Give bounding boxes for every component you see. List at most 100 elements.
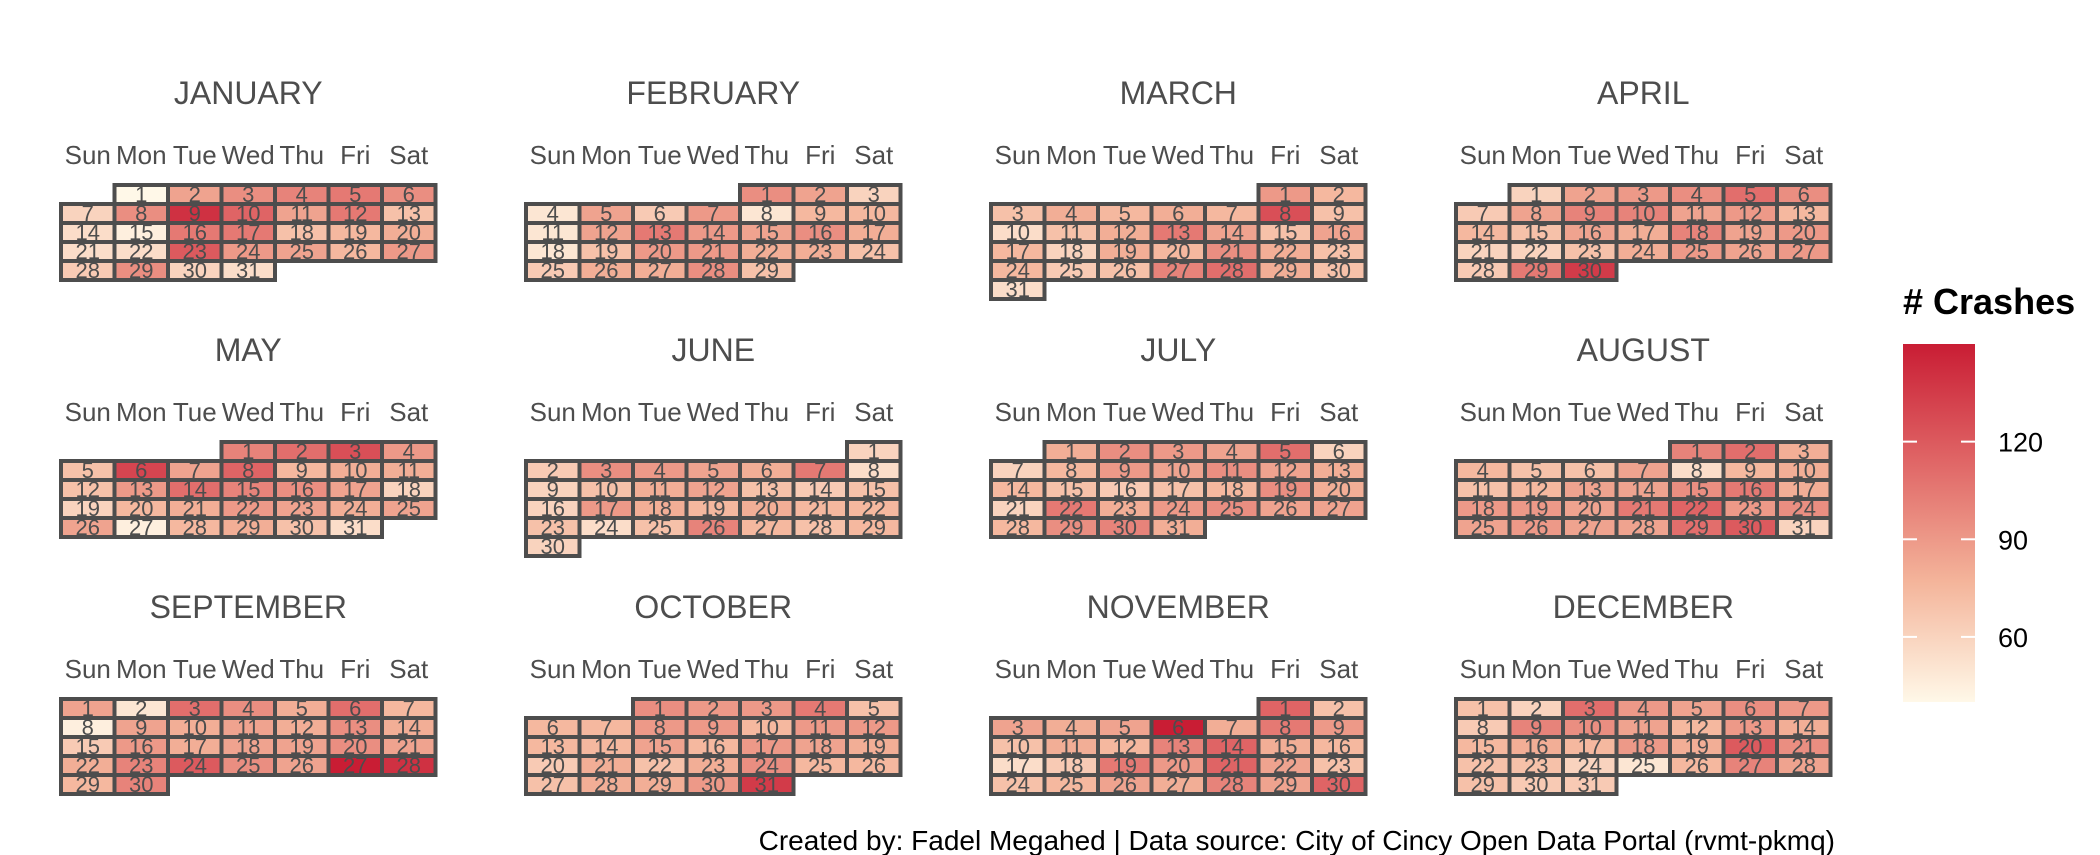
day-number: 25 [648,515,672,540]
day-number: 27 [648,258,672,283]
weekday-label: Mon [116,397,167,427]
day-number: 9 [1744,458,1756,483]
day-cell [112,773,170,796]
day-number: 6 [349,696,361,721]
day-number: 25 [1059,258,1083,283]
day-number: 11 [1632,715,1655,740]
weekday-label: Wed [1617,397,1670,427]
weekday-label: Mon [581,140,632,170]
weekday-label: Sat [389,397,429,427]
day-number: 26 [343,239,367,264]
day-number: 9 [1530,715,1542,740]
legend-title: # Crashes [1903,281,2075,322]
month-title: DECEMBER [1553,589,1734,625]
weekday-label: Sun [65,397,111,427]
day-number: 8 [1279,715,1291,740]
weekday-label: Fri [805,654,835,684]
day-number: 25 [397,496,421,521]
weekday-label: Tue [1103,140,1147,170]
weekday-label: Tue [638,654,682,684]
day-number: 1 [135,182,147,207]
day-number: 24 [1006,772,1030,797]
day-number: 31 [1792,515,1816,540]
day-number: 28 [1006,515,1030,540]
day-number: 2 [1584,182,1596,207]
caption: Created by: Fadel Megahed | Data source:… [759,825,1835,855]
day-number: 2 [707,696,719,721]
month-title: NOVEMBER [1087,589,1270,625]
weekday-label: Tue [638,140,682,170]
weekday-label: Thu [1209,140,1254,170]
day-number: 25 [1471,515,1495,540]
day-number: 29 [1059,515,1083,540]
day-number: 25 [1685,239,1709,264]
day-number: 5 [1530,458,1542,483]
day-number: 1 [761,182,773,207]
day-cell [1561,773,1619,796]
day-number: 28 [1471,258,1495,283]
weekday-label: Thu [279,397,324,427]
weekday-label: Thu [279,654,324,684]
legend-ticks: 60 90 120 [1903,428,2043,653]
weekday-label: Fri [805,397,835,427]
day-number: 7 [707,201,719,226]
day-number: 3 [349,439,361,464]
day-number: 5 [1691,696,1703,721]
day-number: 3 [1172,439,1184,464]
month-title: SEPTEMBER [150,589,347,625]
weekday-label: Sat [389,654,429,684]
day-number: 6 [761,458,773,483]
day-number: 31 [343,515,367,540]
day-number: 11 [237,715,260,740]
day-number: 1 [82,696,94,721]
weekday-label: Sat [1784,140,1824,170]
month-title: JULY [1140,332,1216,368]
weekday-label: Wed [687,140,740,170]
day-number: 5 [1119,201,1131,226]
day-number: 7 [82,201,94,226]
weekday-label: Thu [1674,654,1719,684]
month-title: MAY [215,332,282,368]
day-number: 27 [1738,753,1762,778]
day-number: 29 [129,258,153,283]
day-number: 11 [1220,458,1243,483]
day-number: 3 [1012,201,1024,226]
day-number: 3 [600,458,612,483]
day-number: 28 [701,258,725,283]
day-number: 7 [1226,715,1238,740]
day-cell [1149,516,1207,539]
day-number: 8 [1691,458,1703,483]
day-number: 26 [290,753,314,778]
day-number: 5 [600,201,612,226]
day-cell [738,259,796,282]
day-cell [845,240,903,263]
weekday-label: Sun [530,397,576,427]
day-number: 7 [1798,696,1810,721]
day-number: 2 [547,458,559,483]
day-number: 11 [1471,477,1494,502]
day-cell [845,516,903,539]
day-number: 27 [1166,772,1190,797]
day-number: 1 [654,696,666,721]
day-number: 8 [761,201,773,226]
day-number: 29 [648,772,672,797]
day-number: 26 [1113,258,1137,283]
weekday-label: Wed [222,140,275,170]
weekday-label: Thu [279,140,324,170]
day-number: 11 [809,715,832,740]
weekday-label: Mon [1511,397,1562,427]
weekday-label: Thu [744,140,789,170]
weekday-label: Sat [1784,397,1824,427]
day-number: 8 [1530,201,1542,226]
day-number: 4 [1226,439,1238,464]
weekday-label: Wed [1617,654,1670,684]
weekday-label: Thu [744,654,789,684]
day-number: 30 [1578,258,1602,283]
day-cell [1775,516,1833,539]
day-number: 4 [1065,201,1077,226]
weekday-label: Sat [854,397,894,427]
weekday-label: Fri [1735,397,1765,427]
